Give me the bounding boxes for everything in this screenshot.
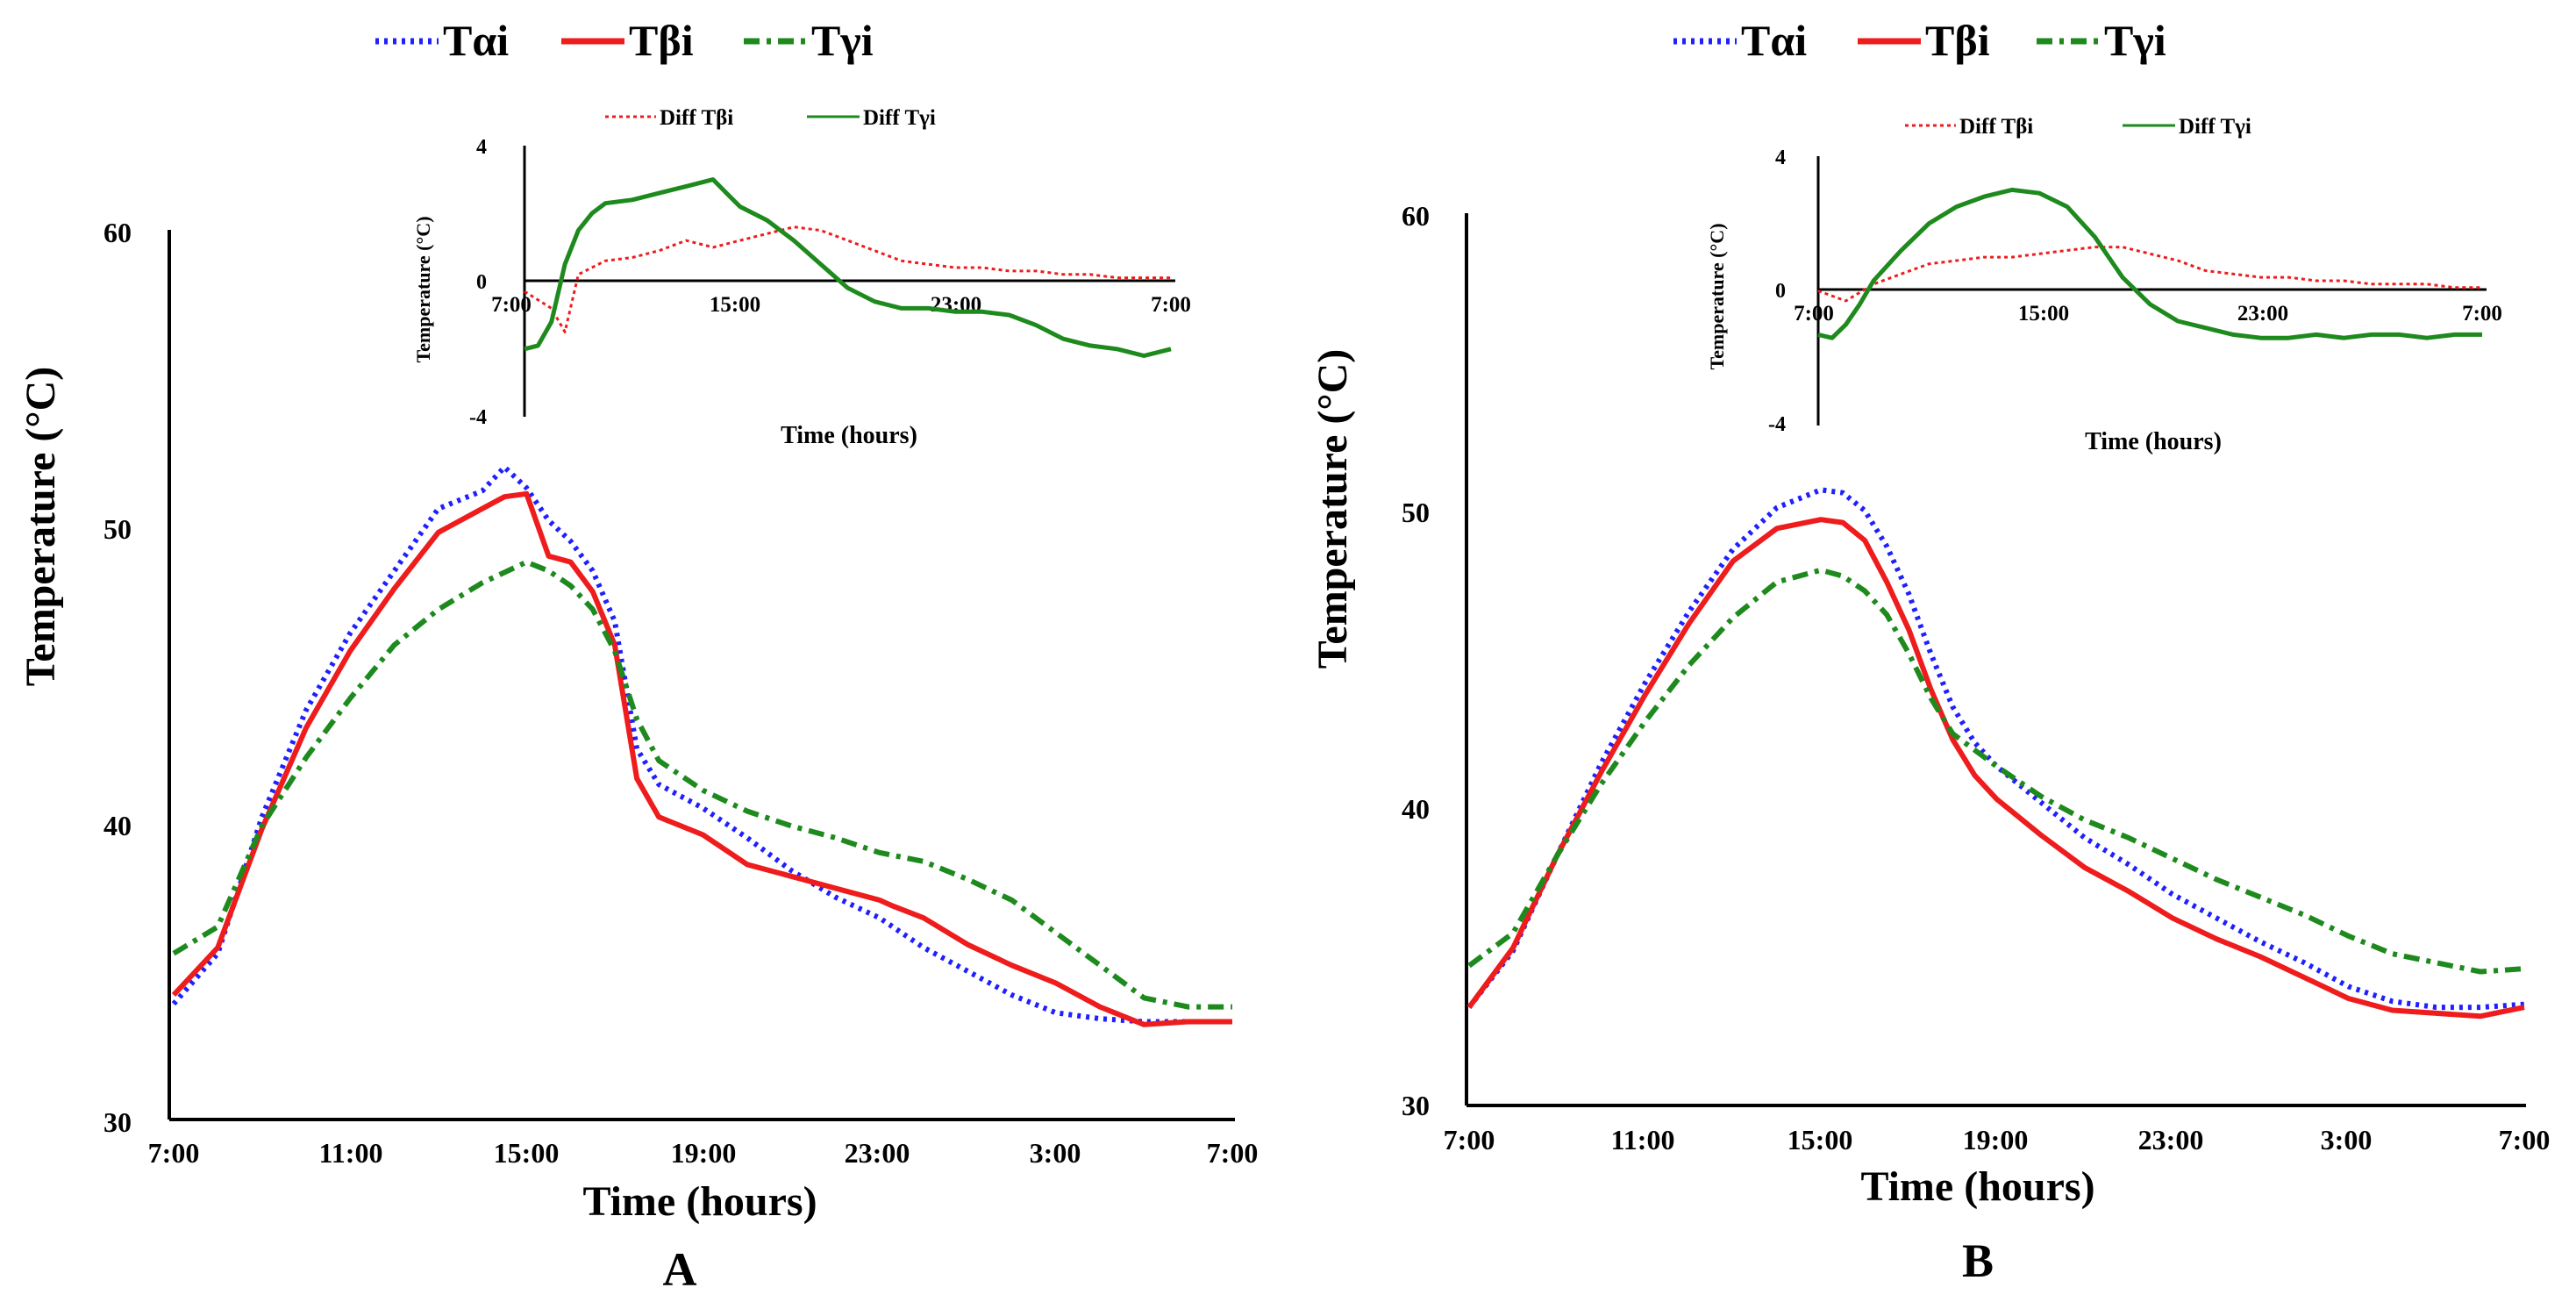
inset-a-y-label: Temperature (°C) [412,216,434,362]
inset-b-y-tick: 4 [1775,147,1786,169]
panel-a: Tαi Tβi Tγi 60 50 40 30 7:00 11:00 15:00… [18,16,1258,1296]
inset-a-x-tick: 7:00 [1151,293,1191,317]
panel-a-x-tick: 23:00 [845,1137,910,1169]
panel-b-tbetai-line [1466,517,2525,1019]
panel-b-x-tick: 23:00 [2138,1124,2204,1155]
legend-b-tbeta-label: Tβi [1925,16,1990,65]
inset-b-diff-tgammai-line [1817,187,2482,340]
panel-b-x-label: Time (hours) [1860,1163,2094,1210]
panel-a-legend: Tαi Tβi Tγi [375,16,874,65]
inset-a-x-tick: 15:00 [710,293,760,317]
panel-b-y-label: Temperature (°C) [1309,349,1356,669]
inset-b-x-label: Time (hours) [2085,428,2222,455]
inset-b-x-tick: 7:00 [2462,302,2502,326]
inset-a-y-tick: 0 [476,271,487,294]
panel-b-talphai-line [1466,487,2525,1011]
inset-a-x-tick: 7:00 [491,293,532,317]
panel-b-x-tick: 7:00 [1444,1124,1495,1155]
inset-a-y-tick: -4 [469,406,487,429]
inset-b-x-tick: 23:00 [2237,302,2288,326]
panel-b-x-tick: 7:00 [2499,1124,2551,1155]
panel-b-y-tick: 30 [1402,1090,1430,1121]
panel-b-x-tick: 15:00 [1788,1124,1853,1155]
inset-b-y-tick: -4 [1768,413,1786,436]
panel-b-legend: Tαi Tβi Tγi [1673,16,2166,65]
panel-a-y-tick: 60 [103,217,132,248]
inset-a-legend-diff-tbeta-label: Diff Tβi [660,106,733,130]
inset-b-x-tick: 7:00 [1794,302,1834,326]
panel-b-x-tick: 19:00 [1963,1124,2029,1155]
panel-a-inset: Diff Tβi Diff Tγi 4 0 -4 7:00 15:00 23:0… [412,106,1191,449]
panel-a-x-tick: 11:00 [319,1137,383,1169]
inset-b-legend-diff-tbeta-label: Diff Tβi [1959,115,2033,139]
legend-a-tgamma-label: Tγi [811,16,874,65]
panel-b: Tαi Tβi Tγi 60 50 40 30 7:00 11:00 15:00… [1309,16,2550,1287]
inset-a-diff-tgammai-line [524,177,1172,358]
panel-b-inset-series [1817,187,2482,340]
panel-a-tbetai-line [171,490,1232,1027]
legend-b-tgamma-label: Tγi [2104,16,2166,65]
panel-b-x-tick: 11:00 [1611,1124,1675,1155]
panel-a-inset-series [524,177,1172,358]
inset-b-legend-diff-tgamma-label: Diff Tγi [2179,115,2251,139]
legend-a-talpha-label: Tαi [443,16,509,65]
panel-a-y-tick: 50 [103,513,132,545]
legend-a-tbeta-label: Tβi [629,16,694,65]
panel-a-tgammai-line [172,559,1232,1010]
panel-b-y-tick: 40 [1402,793,1430,825]
panel-b-y-tick: 60 [1402,200,1430,232]
panel-b-series [1466,487,2525,1019]
panel-a-series [171,464,1232,1027]
panel-b-tgammai-line [1467,567,2525,975]
panel-a-y-label: Temperature (°C) [18,367,64,686]
inset-a-legend-diff-tgamma-label: Diff Tγi [863,106,936,130]
legend-b-talpha-label: Tαi [1741,16,1807,65]
panel-a-x-tick: 19:00 [671,1137,737,1169]
panel-a-x-tick: 3:00 [1030,1137,1081,1169]
panel-a-label: A [663,1243,697,1296]
inset-a-y-tick: 4 [476,136,487,159]
panel-a-talphai-line [171,464,1232,1025]
inset-b-y-label: Temperature (°C) [1706,223,1728,369]
panel-a-x-tick: 7:00 [148,1137,200,1169]
panel-a-x-label: Time (hours) [582,1178,817,1225]
panel-b-label: B [1962,1234,1994,1287]
panel-b-x-tick: 3:00 [2321,1124,2373,1155]
panel-a-y-tick: 40 [103,810,132,841]
inset-b-diff-tbetai-line [1817,246,2482,303]
inset-b-x-tick: 15:00 [2018,302,2069,326]
panel-a-x-tick: 15:00 [494,1137,560,1169]
panel-b-inset: Diff Tβi Diff Tγi 4 0 -4 7:00 15:00 23:0… [1706,115,2502,455]
panel-b-y-tick: 50 [1402,497,1430,528]
panel-a-x-tick: 7:00 [1207,1137,1259,1169]
panel-a-y-tick: 30 [103,1106,132,1138]
inset-a-x-label: Time (hours) [781,422,917,449]
inset-b-y-tick: 0 [1775,280,1786,303]
